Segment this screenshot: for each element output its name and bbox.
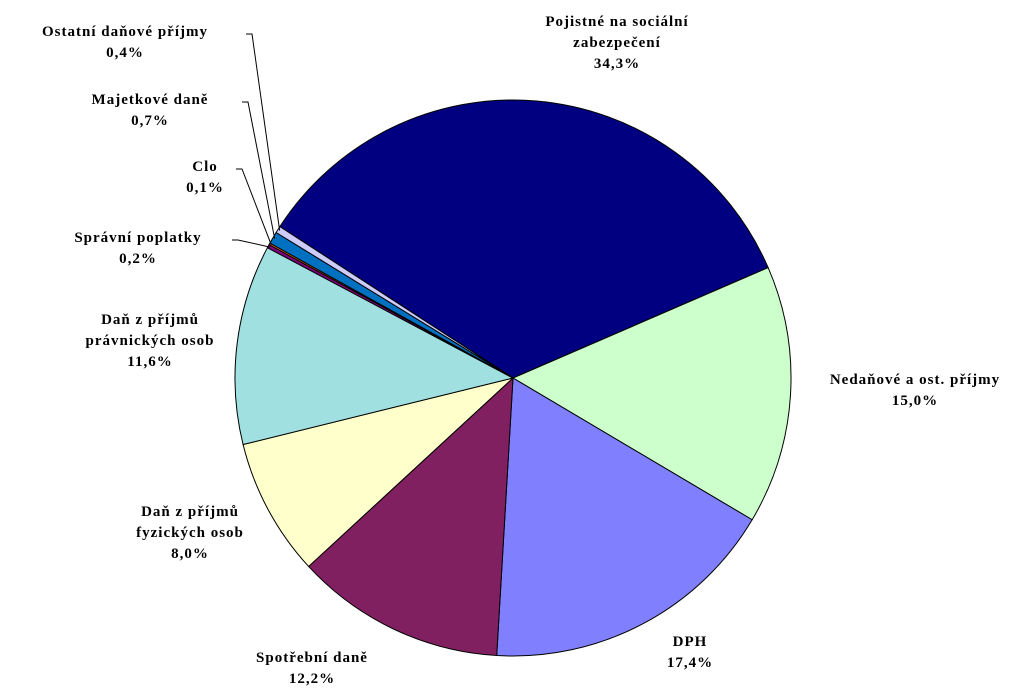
pie-slice (307, 376, 514, 657)
value-label: 12,2% (288, 671, 336, 687)
category-name: Majetkové daně (91, 92, 209, 108)
slice-label: Spotřební daně 12,2% (212, 648, 412, 690)
category-name: Správní poplatky (74, 230, 202, 246)
pie-slice (511, 266, 792, 521)
category-name: Spotřební daně (256, 650, 368, 666)
leader-line (242, 101, 276, 239)
value-label: 0,2% (119, 251, 157, 267)
slice-label: Správní poplatky 0,2% (38, 228, 238, 270)
pie-slice (496, 377, 753, 657)
value-label: 8,0% (171, 546, 209, 562)
leader-line (232, 239, 271, 248)
slice-label: Clo 0,1% (175, 157, 235, 199)
value-label: 0,7% (131, 113, 169, 129)
category-name: Daň z příjmů právnických osob (85, 312, 215, 349)
value-label: 34,3% (593, 56, 641, 72)
slice-label: DPH 17,4% (630, 632, 750, 674)
value-label: 15,0% (891, 393, 939, 409)
value-label: 0,4% (106, 45, 144, 61)
pie-slice (242, 377, 514, 568)
slice-label: Ostatní daňové příjmy 0,4% (0, 22, 250, 64)
value-label: 11,6% (127, 354, 173, 370)
leader-line (236, 168, 272, 245)
category-name: Daň z příjmů fyzických osob (136, 504, 244, 541)
slice-label: Daň z příjmů fyzických osob 8,0% (115, 502, 265, 565)
leader-line (246, 33, 281, 231)
slice-label: Pojistné na sociální zabezpečení 34,3% (502, 12, 732, 75)
slice-label: Majetkové daně 0,7% (65, 90, 235, 132)
slice-label: Nedaňové a ost. příjmy 15,0% (795, 370, 1032, 412)
category-name: DPH (672, 634, 708, 650)
pie-slice (279, 99, 769, 379)
pie-slice (234, 247, 515, 446)
category-name: Pojistné na sociální zabezpečení (545, 14, 689, 51)
slice-label: Daň z příjmů právnických osob 11,6% (60, 310, 240, 373)
value-label: 0,1% (186, 180, 224, 196)
category-name: Clo (192, 159, 218, 175)
pie-slice (275, 225, 514, 379)
category-name: Nedaňové a ost. příjmy (829, 372, 1001, 388)
category-name: Ostatní daňové příjmy (41, 24, 208, 40)
value-label: 17,4% (666, 655, 714, 671)
